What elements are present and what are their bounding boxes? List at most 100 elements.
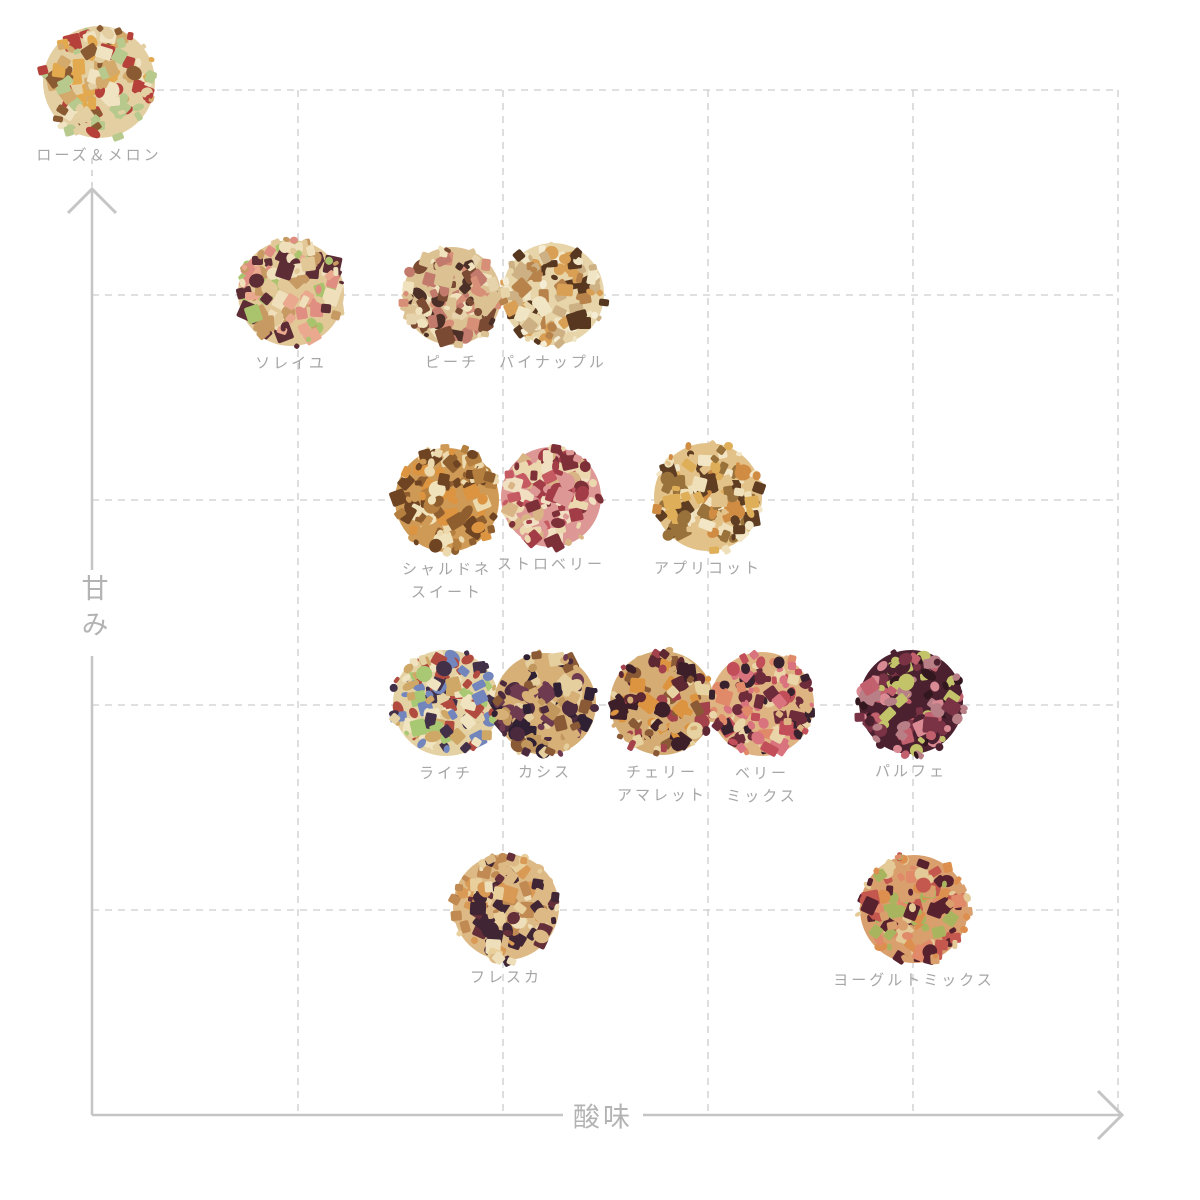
fruit-piece <box>492 885 504 900</box>
strawberry-blend-photo <box>499 443 606 554</box>
fruit-piece <box>598 298 610 307</box>
fruit-piece <box>450 910 462 921</box>
rose-melon-blend-photo <box>37 23 158 142</box>
fruit-piece <box>565 449 575 456</box>
chardonnay-sweet-blend-photo <box>388 444 500 559</box>
fruit-piece <box>726 500 743 517</box>
fruit-piece <box>743 495 760 510</box>
cherry-amaretto-label-line: アマレット <box>616 786 707 804</box>
fruit-piece <box>668 453 674 460</box>
fruit-piece <box>125 32 134 42</box>
x-axis-arrow-icon <box>1096 1089 1125 1141</box>
fruit-piece <box>72 58 86 76</box>
fruit-piece <box>696 683 710 696</box>
fruit-piece <box>245 291 256 300</box>
fruit-piece <box>443 744 451 754</box>
fruit-piece <box>783 718 792 726</box>
fruit-piece <box>530 469 538 481</box>
fruit-piece <box>550 916 557 924</box>
fruit-piece <box>531 650 542 660</box>
chardonnay-sweet-label-line: スイート <box>410 583 483 601</box>
fruit-piece <box>764 675 772 682</box>
yogurt-mix-blend-photo <box>854 852 973 966</box>
fruit-piece <box>552 682 563 693</box>
y-axis-label: 甘み <box>72 570 112 656</box>
fruit-piece <box>907 888 913 896</box>
berry-mix-label-line: ベリー <box>734 764 789 782</box>
fruit-piece <box>549 891 560 903</box>
strawberry-label: ストロベリー <box>401 553 701 576</box>
fruit-piece <box>544 737 553 742</box>
fruit-piece <box>709 689 716 701</box>
fruit-piece <box>480 330 490 338</box>
fruit-piece <box>481 730 493 741</box>
fruit-piece <box>733 486 745 497</box>
cassis-blend-photo <box>490 648 600 761</box>
fruit-piece <box>487 910 495 919</box>
cherry-amaretto-blend-photo <box>607 645 717 757</box>
fruit-piece <box>715 687 735 707</box>
soleil-label: ソレイユ <box>141 352 441 375</box>
berry-mix-label-line: ミックス <box>726 787 798 805</box>
lychee-label-line: ライチ <box>418 764 473 782</box>
y-axis-arrow-icon <box>66 186 118 215</box>
fruit-piece <box>575 521 582 530</box>
peach-label-line: ピーチ <box>424 353 479 371</box>
fruit-piece <box>629 677 647 694</box>
parfait-label: パルフェ <box>761 760 1061 783</box>
fruit-piece <box>657 664 668 675</box>
fruit-piece <box>503 929 514 936</box>
berry-mix-label: ベリー ミックス <box>612 762 912 808</box>
strawberry-label-line: ストロベリー <box>496 555 605 573</box>
fruit-piece <box>660 743 667 752</box>
fruit-piece <box>596 288 605 298</box>
fruit-piece <box>333 266 340 277</box>
fruit-piece <box>52 114 64 123</box>
rose-melon-label: ローズ＆メロン <box>0 144 249 167</box>
fruit-piece <box>708 547 720 555</box>
fruit-piece <box>866 877 874 887</box>
x-axis-label: 酸味 <box>563 1095 643 1135</box>
fruit-piece <box>787 662 797 672</box>
fruit-piece <box>398 299 409 308</box>
parfait-blend-photo <box>855 648 969 761</box>
fruit-piece <box>454 883 463 891</box>
fresca-blend-photo <box>447 851 561 967</box>
fruit-piece <box>390 683 399 692</box>
fruit-piece <box>335 283 343 294</box>
fruit-piece <box>405 313 417 325</box>
fruit-piece <box>720 507 728 515</box>
fruit-piece <box>300 256 317 273</box>
peach-blend-photo <box>398 244 510 349</box>
fruit-piece <box>522 703 533 715</box>
fruit-piece <box>523 653 531 661</box>
fruit-piece <box>453 340 463 349</box>
fruit-piece <box>558 252 571 265</box>
fruit-piece <box>320 303 332 314</box>
fruit-piece <box>417 475 431 487</box>
fruit-piece <box>510 672 518 682</box>
apricot-blend-photo <box>652 439 767 555</box>
yogurt-mix-label-line: ヨーグルトミックス <box>833 971 995 989</box>
soleil-label-line: ソレイユ <box>255 354 327 372</box>
fruit-piece <box>572 663 579 671</box>
fruit-piece <box>735 451 743 456</box>
fruit-piece <box>690 475 708 493</box>
fruit-piece <box>427 314 439 330</box>
fruit-piece <box>711 494 728 508</box>
fresca-label-line: フレスカ <box>469 968 542 986</box>
fruit-piece <box>525 519 533 525</box>
fruit-piece <box>689 725 698 731</box>
fruit-piece <box>855 713 865 723</box>
rose-melon-label-line: ローズ＆メロン <box>36 146 162 164</box>
fruit-piece <box>685 525 694 532</box>
fruit-piece <box>519 856 528 865</box>
fruit-piece <box>484 881 494 894</box>
cassis-label-line: カシス <box>517 763 572 781</box>
cassis-label: カシス <box>395 761 695 784</box>
fruit-piece <box>499 287 510 299</box>
fruit-piece <box>433 267 455 288</box>
fruit-piece <box>423 331 430 338</box>
fruit-piece <box>795 668 803 675</box>
fruit-piece <box>588 477 599 488</box>
